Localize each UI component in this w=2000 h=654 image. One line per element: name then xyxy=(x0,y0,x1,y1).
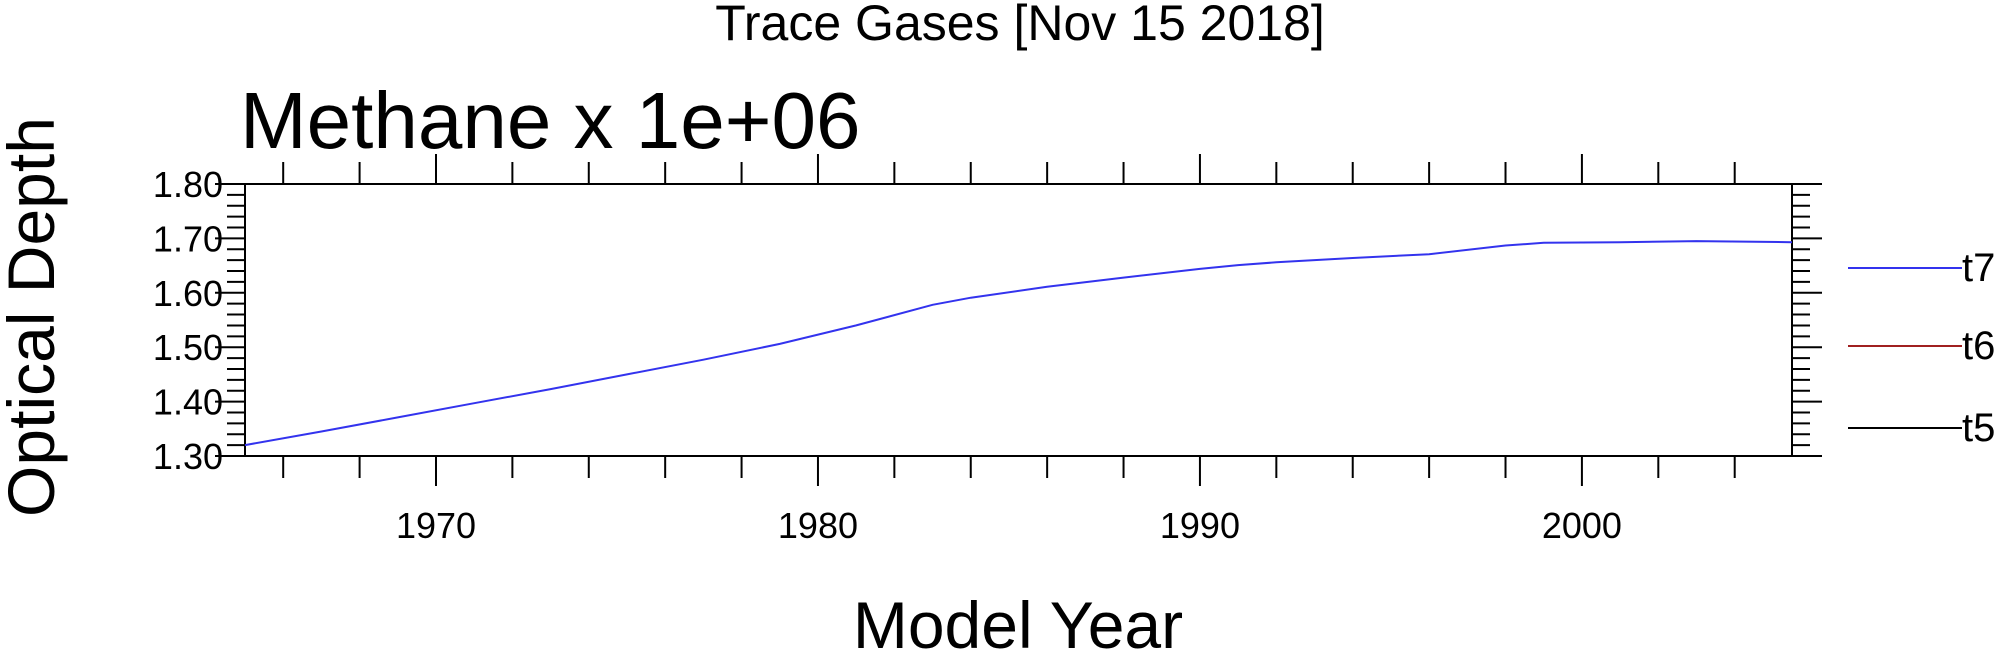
chart-suptitle: Trace Gases [Nov 15 2018] xyxy=(715,0,1325,51)
chart-title: Methane x 1e+06 xyxy=(240,76,860,165)
y-tick-label: 1.50 xyxy=(153,327,223,368)
legend: t7 t6 t5 xyxy=(1848,246,1995,450)
legend-label-t5: t5 xyxy=(1962,406,1995,450)
y-tick-label: 1.80 xyxy=(153,164,223,205)
y-tick-label: 1.60 xyxy=(153,273,223,314)
y-tick-label: 1.70 xyxy=(153,218,223,259)
y-axis-label: Optical Depth xyxy=(0,117,68,517)
axes: 1970 1980 1990 2000 1.30 1.40 1.50 1.60 1.70 1.80 xyxy=(153,154,1822,546)
legend-label-t7: t7 xyxy=(1962,246,1995,290)
x-axis-label: Model Year xyxy=(853,588,1183,654)
series-group xyxy=(244,240,1793,447)
x-tick-label: 2000 xyxy=(1542,505,1622,546)
x-tick-label: 1980 xyxy=(778,505,858,546)
x-tick-label: 1970 xyxy=(396,505,476,546)
y-tick-label: 1.40 xyxy=(153,382,223,423)
legend-label-t6: t6 xyxy=(1962,324,1995,368)
series-line-t7 xyxy=(244,240,1793,447)
plot-area xyxy=(244,183,1793,457)
y-tick-label: 1.30 xyxy=(153,436,223,477)
x-tick-label: 1990 xyxy=(1160,505,1240,546)
